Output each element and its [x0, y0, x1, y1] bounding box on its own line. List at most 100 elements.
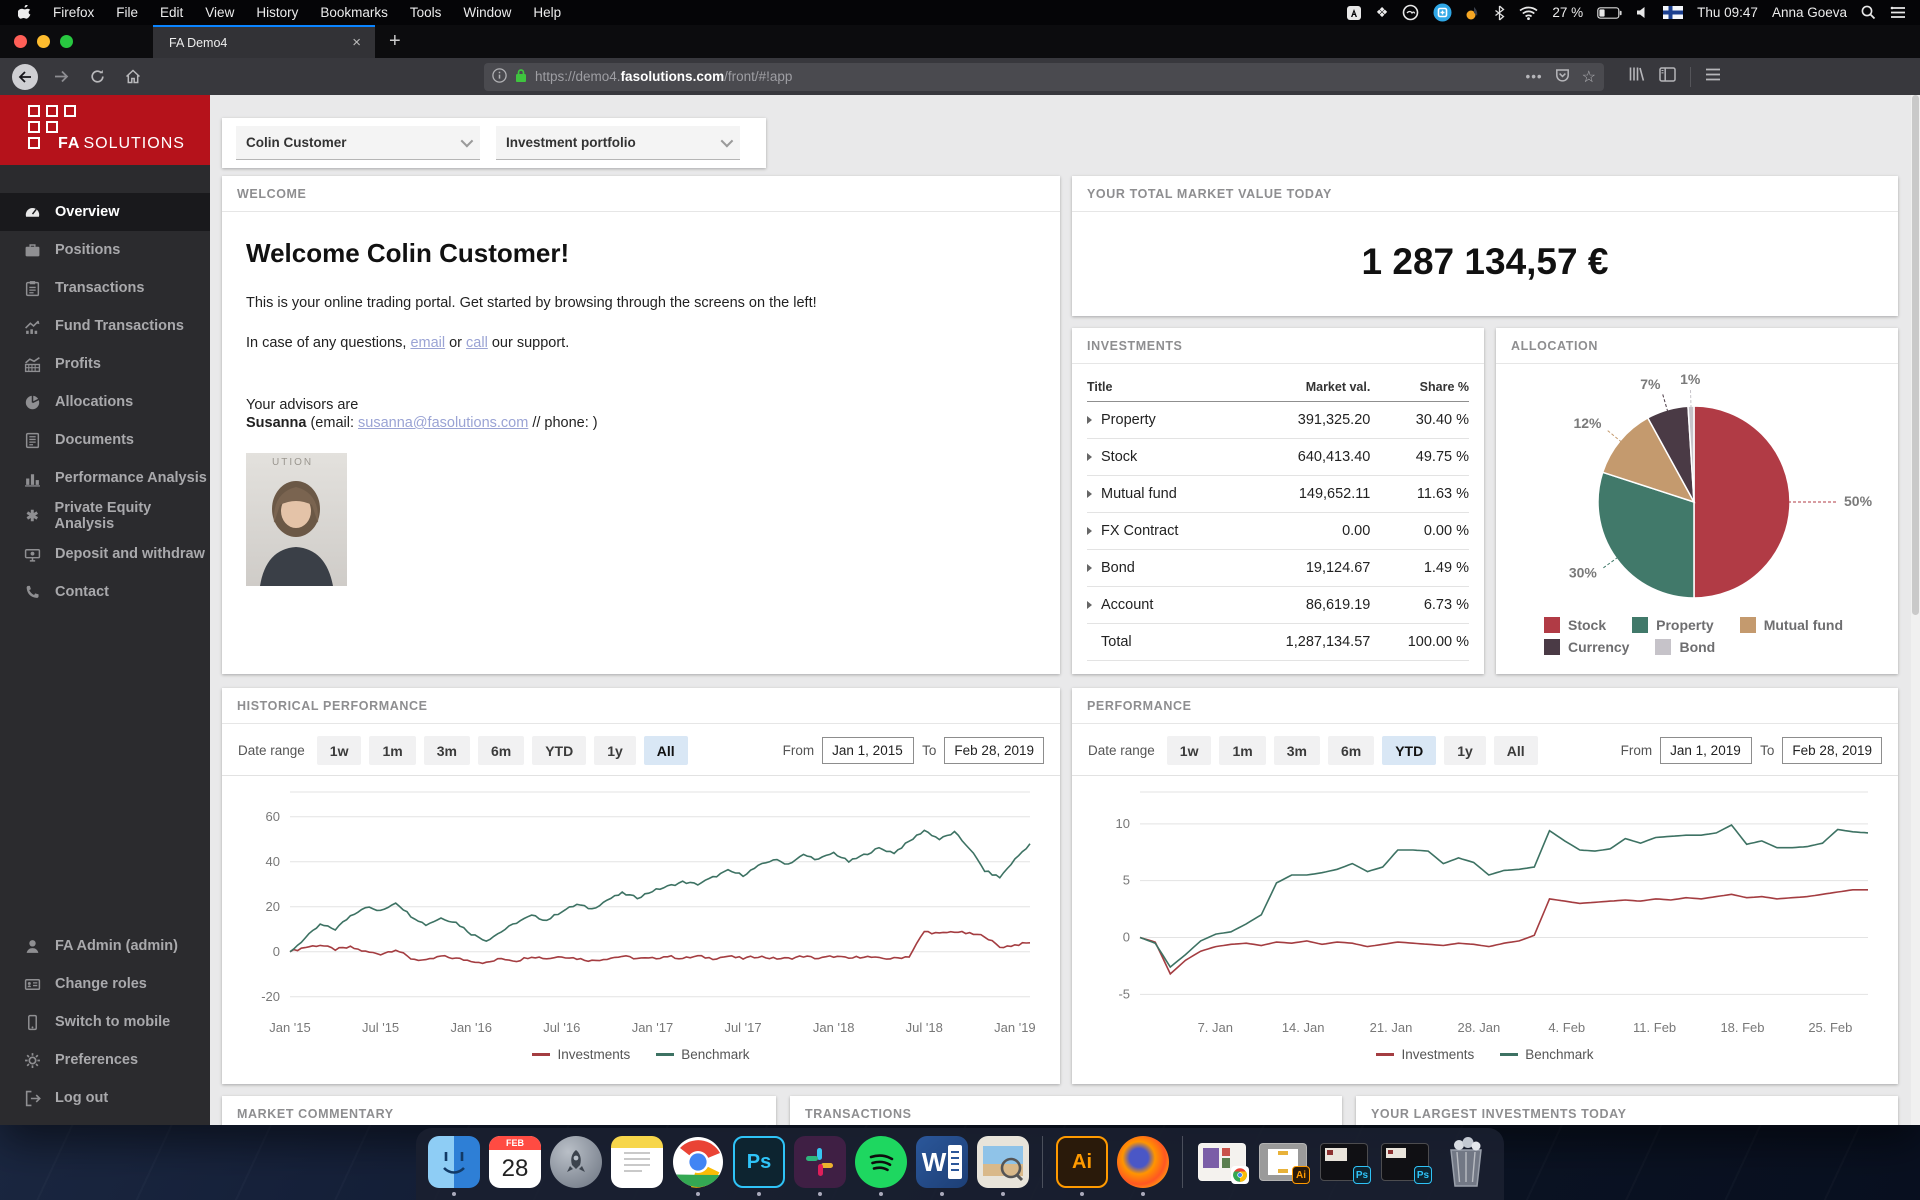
- dock-illustrator-icon[interactable]: Ai: [1056, 1136, 1108, 1196]
- range-button-1y[interactable]: 1y: [1444, 736, 1486, 765]
- dock-spotify-icon[interactable]: [855, 1136, 907, 1196]
- menu-window[interactable]: Window: [463, 5, 512, 20]
- email-link[interactable]: email: [410, 335, 446, 351]
- url-bar[interactable]: https://demo4.fasolutions.com/front/#!ap…: [484, 62, 1604, 91]
- sidebar-item-overview[interactable]: Overview: [0, 193, 210, 231]
- range-button-3m[interactable]: 3m: [423, 736, 470, 765]
- table-row[interactable]: Account 86,619.19 6.73 %: [1087, 586, 1469, 624]
- expand-triangle-icon[interactable]: [1087, 416, 1092, 424]
- allocation-pie-chart[interactable]: 50% 30% 12% 7% 1%: [1496, 364, 1896, 616]
- orange-app-icon[interactable]: [1466, 4, 1480, 22]
- call-link[interactable]: call: [466, 335, 488, 351]
- range-button-6m[interactable]: 6m: [477, 736, 525, 765]
- to-date-input[interactable]: Feb 28, 2019: [1782, 737, 1882, 764]
- menu-file[interactable]: File: [116, 5, 139, 20]
- menu-firefox[interactable]: Firefox: [53, 5, 95, 20]
- table-row[interactable]: Stock 640,413.40 49.75 %: [1087, 438, 1469, 476]
- menu-edit[interactable]: Edit: [160, 5, 184, 20]
- library-icon[interactable]: [1628, 66, 1645, 87]
- volume-icon[interactable]: [1636, 4, 1649, 22]
- new-tab-button[interactable]: +: [389, 30, 401, 52]
- table-row[interactable]: FX Contract 0.00 0.00 %: [1087, 512, 1469, 550]
- from-date-input[interactable]: Jan 1, 2015: [822, 737, 915, 764]
- menu-tools[interactable]: Tools: [409, 5, 442, 20]
- range-button-1y[interactable]: 1y: [594, 736, 636, 765]
- pocket-icon[interactable]: [1555, 68, 1570, 86]
- sidebar-switch-to-mobile[interactable]: Switch to mobile: [0, 1003, 210, 1041]
- sidebar-item-fund-transactions[interactable]: Fund Transactions: [0, 307, 210, 345]
- menubar-username[interactable]: Anna Goeva: [1771, 5, 1847, 20]
- to-date-input[interactable]: Feb 28, 2019: [944, 737, 1044, 764]
- performance-line-chart[interactable]: 10 5 0 -5 7. Jan 14. Jan 21. Jan 28. Jan 4. Feb 1…: [1088, 782, 1882, 1040]
- sidebar-user[interactable]: FA Admin (admin): [0, 927, 210, 965]
- historical-line-chart[interactable]: 60 40 20 0 -20 Jan '15 Jul '15 Jan '16 Jul '16 Ja…: [238, 782, 1044, 1040]
- notification-center-icon[interactable]: [1890, 4, 1906, 22]
- portfolio-dropdown[interactable]: Investment portfolio: [496, 126, 740, 160]
- battery-icon[interactable]: [1597, 4, 1622, 22]
- sidebar-item-allocations[interactable]: Allocations: [0, 383, 210, 421]
- wifi-icon[interactable]: [1519, 4, 1538, 22]
- menu-help[interactable]: Help: [533, 5, 562, 20]
- site-info-icon[interactable]: [492, 67, 507, 86]
- expand-triangle-icon[interactable]: [1087, 490, 1092, 498]
- range-button-ytd[interactable]: YTD: [532, 736, 587, 765]
- expand-triangle-icon[interactable]: [1087, 564, 1092, 572]
- from-date-input[interactable]: Jan 1, 2019: [1660, 737, 1753, 764]
- minimize-window-button[interactable]: [37, 35, 50, 48]
- close-window-button[interactable]: [14, 35, 27, 48]
- sidebar-item-deposit-and-withdraw[interactable]: Deposit and withdraw: [0, 535, 210, 573]
- expand-triangle-icon[interactable]: [1087, 527, 1092, 535]
- sidebar-toggle-icon[interactable]: [1659, 66, 1676, 87]
- dock-word-icon[interactable]: W: [916, 1136, 968, 1196]
- hamburger-menu-icon[interactable]: [1705, 68, 1721, 86]
- url-text[interactable]: https://demo4.fasolutions.com/front/#!ap…: [535, 69, 793, 84]
- range-button-ytd[interactable]: YTD: [1382, 736, 1437, 765]
- menubar-clock[interactable]: Thu 09:47: [1697, 5, 1758, 20]
- sidebar-preferences[interactable]: Preferences: [0, 1041, 210, 1079]
- table-row[interactable]: Mutual fund 149,652.11 11.63 %: [1087, 475, 1469, 513]
- blue-app-icon[interactable]: [1433, 3, 1452, 22]
- advisor-email-link[interactable]: susanna@fasolutions.com: [358, 415, 529, 431]
- spotlight-search-icon[interactable]: [1861, 4, 1876, 22]
- expand-triangle-icon[interactable]: [1087, 453, 1092, 461]
- menu-history[interactable]: History: [256, 5, 299, 20]
- range-button-1w[interactable]: 1w: [1166, 736, 1212, 765]
- dock-finder-icon[interactable]: [428, 1136, 480, 1196]
- table-row[interactable]: Bond 19,124.67 1.49 %: [1087, 549, 1469, 587]
- menu-view[interactable]: View: [205, 5, 235, 20]
- sidebar-item-documents[interactable]: Documents: [0, 421, 210, 459]
- range-button-6m[interactable]: 6m: [1327, 736, 1375, 765]
- apple-logo[interactable]: [18, 4, 31, 22]
- browser-tab[interactable]: FA Demo4 ×: [153, 25, 375, 58]
- ssl-lock-icon[interactable]: [515, 68, 527, 86]
- expand-triangle-icon[interactable]: [1087, 601, 1092, 609]
- forward-button[interactable]: [46, 63, 76, 91]
- dock-launchpad-icon[interactable]: [550, 1136, 602, 1188]
- table-row[interactable]: Property 391,325.20 30.40 %: [1087, 401, 1469, 439]
- range-button-1m[interactable]: 1m: [369, 736, 416, 765]
- sidebar-change-roles[interactable]: Change roles: [0, 965, 210, 1003]
- sidebar-item-contact[interactable]: Contact: [0, 573, 210, 611]
- zoom-window-button[interactable]: [60, 35, 73, 48]
- page-scrollbar[interactable]: [1911, 95, 1920, 1125]
- sidebar-item-private-equity-analysis[interactable]: ✱ Private Equity Analysis: [25, 500, 152, 532]
- sidebar-item-profits[interactable]: Profits: [0, 345, 210, 383]
- sidebar-log-out[interactable]: Log out: [0, 1079, 210, 1117]
- dock-minimized-window-chrome[interactable]: [1196, 1136, 1249, 1188]
- bookmark-star-icon[interactable]: ☆: [1581, 68, 1596, 86]
- dock-chrome-icon[interactable]: [672, 1136, 724, 1196]
- sidebar-item-transactions[interactable]: Transactions: [0, 269, 210, 307]
- adobe-cc-icon[interactable]: [1402, 4, 1419, 22]
- dock-firefox-icon[interactable]: [1117, 1136, 1169, 1196]
- dock-photoshop-icon[interactable]: Ps: [733, 1136, 785, 1196]
- sidebar-item-positions[interactable]: Positions: [0, 231, 210, 269]
- dock-minimized-window-photoshop-1[interactable]: Ps: [1318, 1136, 1371, 1188]
- dock-minimized-window-illustrator[interactable]: Ai: [1257, 1136, 1310, 1188]
- dock-calendar-icon[interactable]: FEB 28: [489, 1136, 541, 1188]
- home-button[interactable]: [118, 63, 148, 91]
- dock-preview-icon[interactable]: [977, 1136, 1029, 1196]
- dock-trash-icon[interactable]: [1440, 1136, 1492, 1188]
- dock-notes-icon[interactable]: [611, 1136, 663, 1188]
- keyboard-flag-icon[interactable]: [1663, 4, 1684, 22]
- menu-bookmarks[interactable]: Bookmarks: [320, 5, 388, 20]
